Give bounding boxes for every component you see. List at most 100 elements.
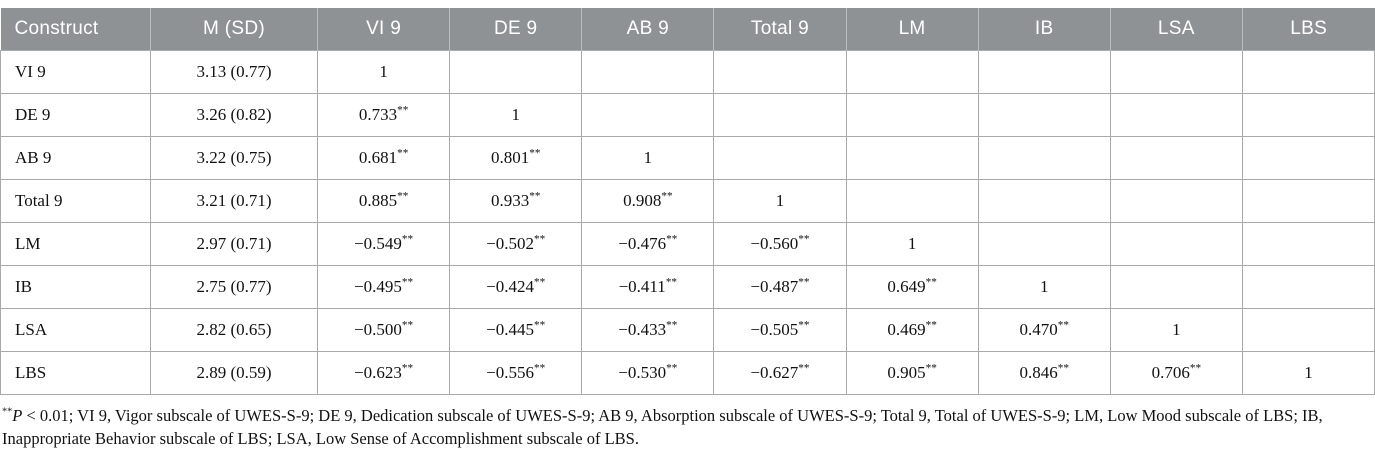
correlation-cell — [449, 49, 583, 94]
correlation-cell: −0.549** — [316, 221, 451, 266]
correlation-cell: 0.885** — [316, 178, 451, 223]
column-header-lm: LM — [845, 8, 979, 50]
header-row: Construct M (SD) VI 9 DE 9 AB 9 Total 9 LM IB LS… — [0, 8, 1375, 50]
correlation-cell — [1109, 264, 1243, 309]
correlation-cell — [581, 92, 715, 137]
construct-cell: LSA — [0, 307, 151, 352]
correlation-cell — [977, 49, 1111, 94]
significance-marker: ** — [529, 146, 541, 159]
correlation-cell: 1 — [713, 178, 847, 223]
significance-marker: ** — [529, 189, 541, 202]
significance-marker: ** — [666, 232, 678, 245]
correlation-cell: −0.411** — [581, 264, 715, 309]
correlation-cell: 0.905** — [845, 350, 979, 395]
mean-sd-cell: 2.89 (0.59) — [150, 350, 318, 395]
significance-marker: ** — [666, 361, 678, 374]
significance-marker: ** — [1057, 361, 1069, 374]
correlation-cell: 0.933** — [449, 178, 583, 223]
correlation-cell: 1 — [1109, 307, 1243, 352]
table-row: AB 9 3.22 (0.75) 0.681** 0.801** 1 — [0, 135, 1375, 180]
construct-cell: LM — [0, 221, 151, 266]
correlation-cell — [713, 92, 847, 137]
construct-cell: IB — [0, 264, 151, 309]
column-header-lsa: LSA — [1109, 8, 1243, 50]
column-header-construct: Construct — [0, 8, 151, 50]
correlation-cell — [1241, 92, 1375, 137]
significance-marker: ** — [665, 275, 678, 288]
correlation-cell: −0.505** — [713, 307, 847, 352]
table-row: Total 9 3.21 (0.71) 0.885** 0.933** 0.908** 1 — [0, 178, 1375, 223]
mean-sd-cell: 2.75 (0.77) — [150, 264, 318, 309]
significance-marker: ** — [666, 318, 678, 331]
significance-marker: ** — [534, 361, 546, 374]
correlation-cell — [845, 178, 979, 223]
correlation-cell: 1 — [845, 221, 979, 266]
mean-sd-cell: 3.26 (0.82) — [150, 92, 318, 137]
correlation-cell — [1241, 49, 1375, 94]
significance-marker: ** — [401, 275, 414, 288]
column-header-vi-9: VI 9 — [316, 8, 450, 50]
significance-marker: ** — [397, 103, 409, 116]
correlation-cell: −0.556** — [449, 350, 583, 395]
significance-marker: ** — [661, 189, 673, 202]
correlation-cell: 0.846** — [977, 350, 1111, 395]
correlation-cell: 1 — [977, 264, 1111, 309]
correlation-cell — [1109, 92, 1243, 137]
construct-cell: VI 9 — [0, 49, 151, 94]
footnote-significance-marker: ** — [2, 406, 13, 417]
column-header-m-sd-: M (SD) — [150, 8, 318, 50]
construct-cell: AB 9 — [0, 135, 151, 180]
correlation-cell — [1109, 221, 1243, 266]
correlation-cell — [1109, 178, 1243, 223]
correlation-table: Construct M (SD) VI 9 DE 9 AB 9 Total 9 LM IB LS… — [0, 8, 1375, 395]
table-body: VI 9 3.13 (0.77) 1 DE 9 3.26 (0.82) 0.733** 1 A… — [0, 49, 1375, 395]
correlation-cell — [1109, 49, 1243, 94]
mean-sd-cell: 3.13 (0.77) — [150, 49, 318, 94]
correlation-cell: 0.801** — [449, 135, 583, 180]
correlation-cell — [581, 49, 715, 94]
mean-sd-cell: 3.21 (0.71) — [150, 178, 318, 223]
correlation-cell: 0.470** — [977, 307, 1111, 352]
construct-cell: LBS — [0, 350, 151, 395]
significance-marker: ** — [534, 232, 546, 245]
column-header-de-9: DE 9 — [449, 8, 582, 50]
table-row: LBS 2.89 (0.59) −0.623** −0.556** −0.530** −0… — [0, 350, 1375, 395]
correlation-cell — [713, 49, 847, 94]
significance-marker: ** — [1057, 318, 1069, 331]
column-header-ab-9: AB 9 — [581, 8, 714, 50]
correlation-cell: 0.733** — [316, 92, 451, 137]
correlation-cell — [1241, 221, 1375, 266]
correlation-cell: 1 — [449, 92, 583, 137]
significance-marker: ** — [397, 189, 409, 202]
significance-marker: ** — [534, 318, 546, 331]
footnote-text: < 0.01; VI 9, Vigor subscale of UWES-S-9… — [2, 405, 1323, 448]
table-row: LM 2.97 (0.71) −0.549** −0.502** −0.476** −0.… — [0, 221, 1375, 266]
correlation-cell: 0.706** — [1109, 350, 1243, 395]
correlation-cell — [977, 135, 1111, 180]
correlation-cell — [1241, 264, 1375, 309]
correlation-cell: −0.530** — [581, 350, 715, 395]
column-header-lbs: LBS — [1241, 8, 1375, 50]
correlation-cell: 0.908** — [581, 178, 715, 223]
correlation-cell — [713, 135, 847, 180]
significance-marker: ** — [401, 361, 414, 374]
correlation-cell — [1109, 135, 1243, 180]
correlation-cell — [977, 92, 1111, 137]
correlation-cell — [845, 135, 979, 180]
significance-marker: ** — [397, 146, 409, 159]
significance-marker: ** — [1189, 361, 1202, 374]
correlation-cell: −0.495** — [316, 264, 451, 309]
table-row: VI 9 3.13 (0.77) 1 — [0, 49, 1375, 94]
table-row: LSA 2.82 (0.65) −0.500** −0.445** −0.433** −0… — [0, 307, 1375, 352]
significance-marker: ** — [925, 361, 937, 374]
column-header-ib: IB — [977, 8, 1111, 50]
correlation-cell: 0.469** — [845, 307, 979, 352]
correlation-cell: −0.433** — [581, 307, 715, 352]
correlation-cell: −0.476** — [581, 221, 715, 266]
correlation-cell — [1241, 307, 1375, 352]
mean-sd-cell: 2.82 (0.65) — [150, 307, 318, 352]
column-header-total-9: Total 9 — [713, 8, 846, 50]
construct-cell: DE 9 — [0, 92, 151, 137]
correlation-cell: −0.487** — [713, 264, 847, 309]
